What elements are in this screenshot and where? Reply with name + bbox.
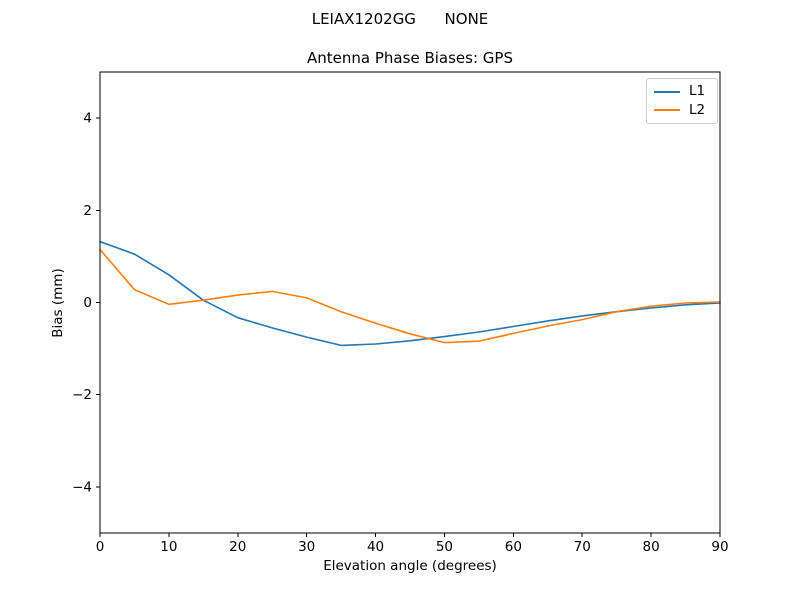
- x-tick-label: 0: [96, 539, 105, 555]
- axes-frame: [99, 71, 721, 534]
- y-tick-label: 2: [83, 203, 92, 219]
- y-axis-label: Bias (mm): [50, 268, 66, 338]
- x-tick-label: 70: [574, 539, 591, 555]
- figure-suptitle: LEIAX1202GG NONE: [311, 10, 489, 28]
- x-tick-label: 90: [711, 539, 728, 555]
- axes-title: Antenna Phase Biases: GPS: [307, 49, 513, 67]
- x-tick-label: 30: [298, 539, 315, 555]
- y-tick-label: −2: [72, 387, 92, 403]
- legend-label-l1: L1: [689, 83, 706, 99]
- series-line-l1: [99, 240, 721, 347]
- y-tick-label: −4: [72, 479, 92, 495]
- legend-label-l2: L2: [689, 101, 706, 118]
- legend-line-l2-icon: [654, 109, 680, 112]
- x-tick-label: 20: [229, 539, 246, 555]
- x-tick-label: 80: [643, 539, 660, 555]
- x-tick-label: 50: [436, 539, 453, 555]
- legend-entry-l2: L2: [654, 101, 717, 118]
- y-tick-label: 4: [83, 111, 92, 127]
- legend-entry-l1: L1: [654, 83, 717, 99]
- legend: L1 L2: [646, 78, 718, 124]
- x-tick-label: 40: [367, 539, 384, 555]
- legend-line-l1-icon: [654, 90, 680, 93]
- x-tick-label: 10: [160, 539, 177, 555]
- x-axis-label: Elevation angle (degrees): [323, 558, 497, 574]
- series-line-l2: [99, 248, 721, 344]
- x-tick-label: 60: [505, 539, 522, 555]
- y-tick-label: 0: [83, 295, 92, 311]
